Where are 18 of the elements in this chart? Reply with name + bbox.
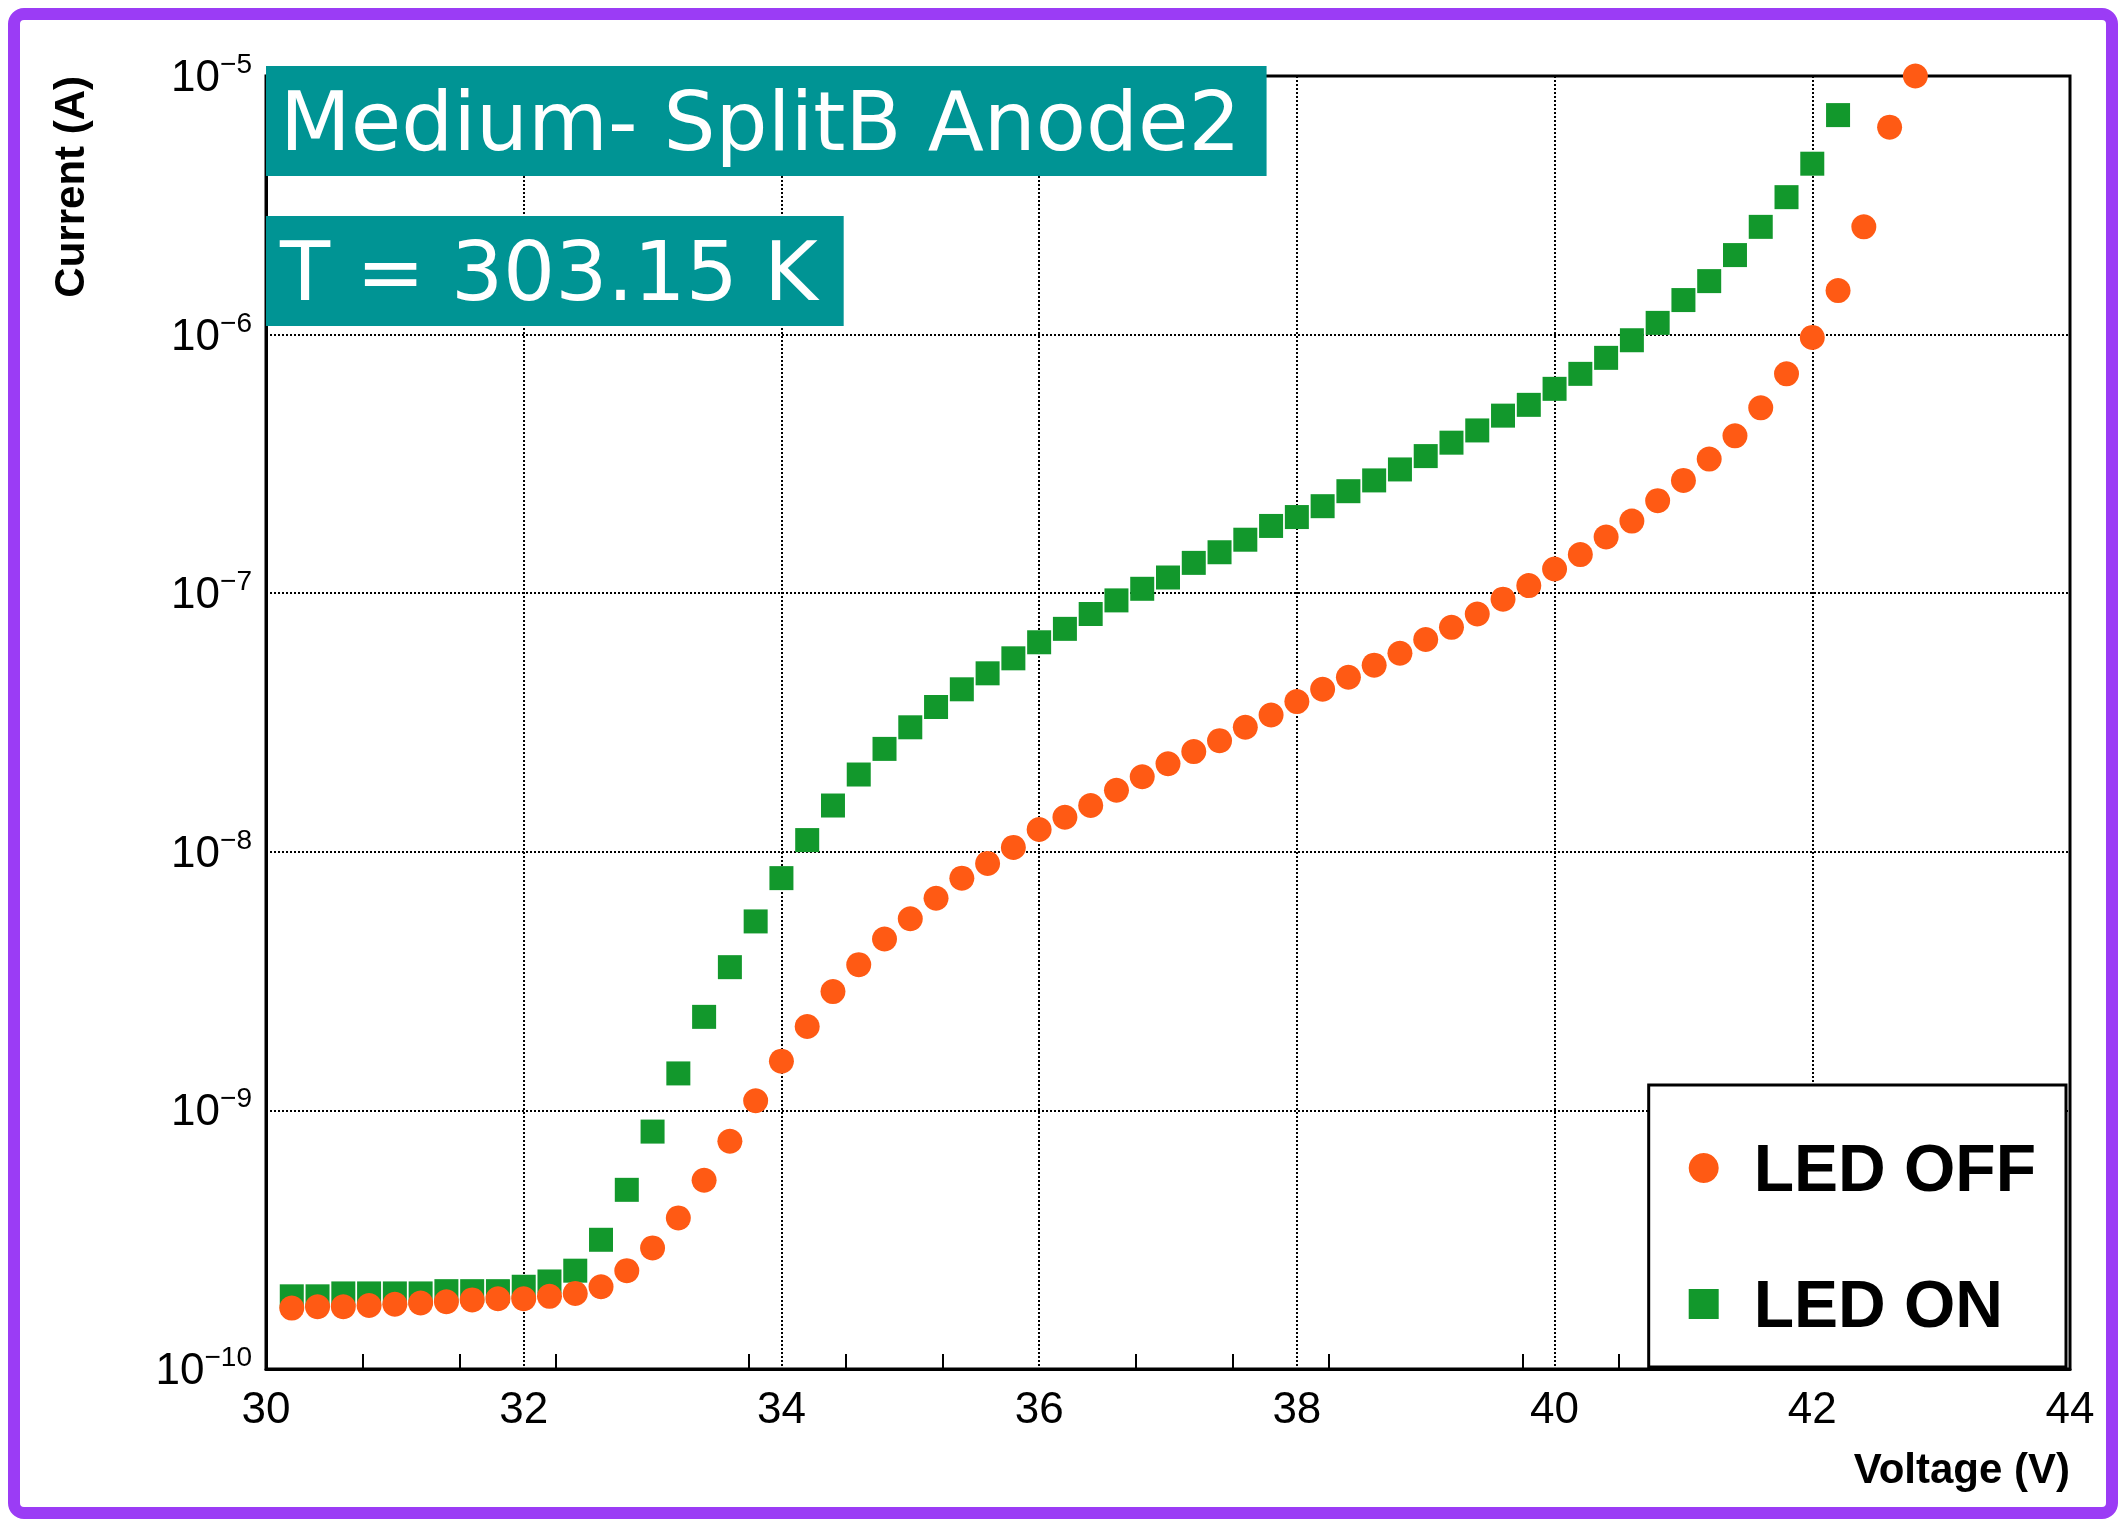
x-tick-label: 44 xyxy=(2045,1382,2095,1432)
y-tick-label: 10$^{−5}$ xyxy=(171,48,252,102)
chart-title: Medium- SplitB Anode2 xyxy=(280,73,1241,169)
y-tick-label: 10$^{−8}$ xyxy=(171,823,252,878)
text: T = 303.15 K xyxy=(279,223,820,319)
y-tick-label: 10$^{−9}$ xyxy=(171,1082,252,1137)
x-tick-label: 36 xyxy=(1014,1382,1064,1432)
y-tick-label: 10$^{−7}$ xyxy=(171,565,252,620)
x-tick-label: 40 xyxy=(1530,1382,1580,1432)
x-axis-title: Voltage (V) xyxy=(1853,1444,2070,1492)
x-tick-label: 32 xyxy=(499,1382,549,1432)
y-axis-title: Current (A) xyxy=(45,75,93,298)
x-tick-label: 42 xyxy=(1787,1382,1837,1432)
y-tick-label: 10$^{−6}$ xyxy=(171,306,252,361)
legend-label: LED OFF xyxy=(1753,1131,2037,1205)
x-tick-label: 34 xyxy=(756,1382,806,1432)
legend-label: LED ON xyxy=(1753,1267,2004,1341)
x-tick-label: 38 xyxy=(1272,1382,1322,1432)
